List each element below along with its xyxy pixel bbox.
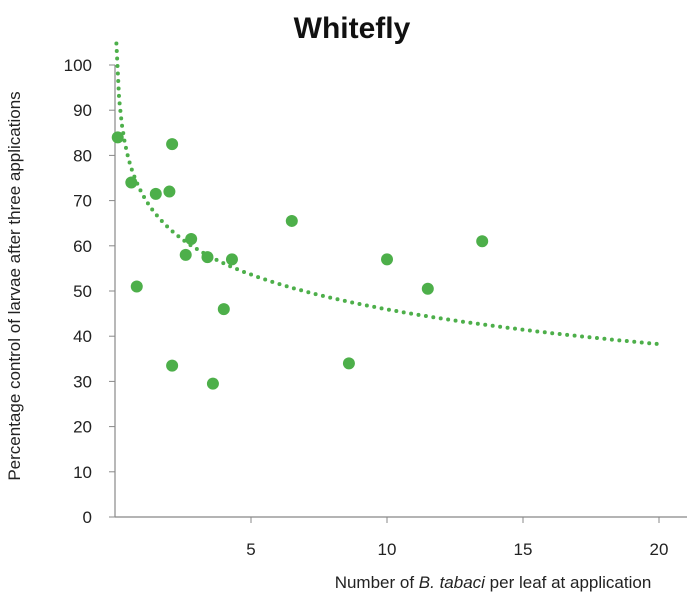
- trendline: [114, 41, 661, 347]
- data-point: [217, 303, 230, 316]
- y-tick-label: 10: [73, 463, 92, 482]
- y-tick-label: 70: [73, 192, 92, 211]
- data-point: [206, 377, 219, 390]
- data-point: [342, 357, 355, 370]
- data-point: [225, 253, 238, 266]
- data-point: [166, 359, 179, 372]
- y-tick-label: 80: [73, 146, 92, 165]
- data-point: [163, 185, 176, 198]
- x-tick-label: 5: [246, 540, 255, 559]
- data-point: [185, 233, 198, 246]
- y-tick-label: 30: [73, 372, 92, 391]
- data-point: [166, 138, 179, 151]
- y-tick-label: 0: [83, 508, 92, 527]
- data-point: [111, 131, 124, 144]
- data-point: [381, 253, 393, 266]
- data-point: [125, 176, 138, 189]
- x-axis-label: Number of B. tabaci per leaf at applicat…: [335, 573, 652, 592]
- y-tick-label: 90: [73, 101, 92, 120]
- data-point: [130, 280, 143, 293]
- x-tick-label: 15: [514, 540, 533, 559]
- y-tick-label: 20: [73, 418, 92, 437]
- data-point: [285, 214, 298, 227]
- data-point: [476, 235, 489, 248]
- x-tick-label: 20: [650, 540, 669, 559]
- data-point: [149, 187, 162, 200]
- y-axis-label: Percentage control of larvae after three…: [5, 91, 24, 480]
- chart-title: Whitefly: [294, 12, 411, 45]
- x-axis-label-species: B. tabaci: [419, 573, 486, 592]
- x-axis-label-suffix: per leaf at application: [485, 573, 651, 592]
- plot-area: 0 10 20 30 40 50 60 70 80 90 100 5 10 15 20: [64, 41, 687, 559]
- x-tick-label: 10: [378, 540, 397, 559]
- y-tick-label: 50: [73, 282, 92, 301]
- y-tick-label: 60: [73, 237, 92, 256]
- y-tick-label: 100: [64, 56, 92, 75]
- data-point: [421, 282, 434, 295]
- y-tick-label: 40: [73, 327, 92, 346]
- data-point: [179, 248, 192, 261]
- x-axis-label-prefix: Number of: [335, 573, 419, 592]
- data-point: [201, 251, 214, 264]
